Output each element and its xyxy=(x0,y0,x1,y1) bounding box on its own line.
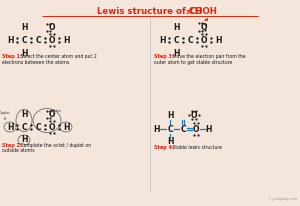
Text: H: H xyxy=(21,136,27,144)
Text: O: O xyxy=(49,22,55,32)
Text: H: H xyxy=(154,124,160,133)
FancyArrowPatch shape xyxy=(205,18,207,21)
Text: O: O xyxy=(193,124,199,133)
Text: O: O xyxy=(201,35,207,44)
Text: C: C xyxy=(173,35,179,44)
Text: Step 4:: Step 4: xyxy=(154,145,174,150)
Text: H: H xyxy=(206,124,212,133)
Text: H: H xyxy=(173,48,179,57)
Text: C: C xyxy=(167,124,173,133)
Text: Select the center atom and put 2: Select the center atom and put 2 xyxy=(19,54,97,59)
Text: H: H xyxy=(7,123,13,131)
Text: O: O xyxy=(49,110,55,118)
Text: H: H xyxy=(173,22,179,32)
Text: COOH: COOH xyxy=(190,7,218,16)
Text: C: C xyxy=(21,35,27,44)
Text: O: O xyxy=(49,123,55,131)
Text: Duplet: Duplet xyxy=(0,111,11,115)
Text: H: H xyxy=(21,110,27,118)
Text: outer atom to get stable structure: outer atom to get stable structure xyxy=(154,60,232,64)
Text: electrons between the atoms: electrons between the atoms xyxy=(2,60,69,64)
Text: C: C xyxy=(180,124,186,133)
Text: H: H xyxy=(21,22,27,32)
Text: C: C xyxy=(35,123,41,131)
Text: C: C xyxy=(187,35,193,44)
Text: H: H xyxy=(7,35,13,44)
Text: H: H xyxy=(215,35,221,44)
Text: Stable lewis structure: Stable lewis structure xyxy=(171,145,222,150)
Text: H: H xyxy=(167,137,173,146)
Text: outside atoms: outside atoms xyxy=(2,149,34,153)
Text: C: C xyxy=(35,35,41,44)
Text: Move the electron pair from the: Move the electron pair from the xyxy=(171,54,246,59)
Text: H: H xyxy=(63,35,69,44)
Text: C: C xyxy=(21,123,27,131)
Text: H: H xyxy=(21,48,27,57)
Text: Complete the octet / duplet on: Complete the octet / duplet on xyxy=(19,143,91,148)
Text: Octet: Octet xyxy=(52,109,62,113)
Text: O: O xyxy=(49,35,55,44)
Text: © pediabay.com: © pediabay.com xyxy=(268,197,297,201)
Text: 3: 3 xyxy=(186,9,190,14)
Text: Step 1:: Step 1: xyxy=(2,54,22,59)
Text: Lewis structure of CH: Lewis structure of CH xyxy=(98,7,202,16)
Text: Step 3:: Step 3: xyxy=(154,54,174,59)
Text: Step 2:: Step 2: xyxy=(2,143,22,148)
Text: H: H xyxy=(63,123,69,131)
Text: O: O xyxy=(191,110,197,119)
Text: H: H xyxy=(159,35,165,44)
Text: O: O xyxy=(201,22,207,32)
Text: H: H xyxy=(167,110,173,119)
